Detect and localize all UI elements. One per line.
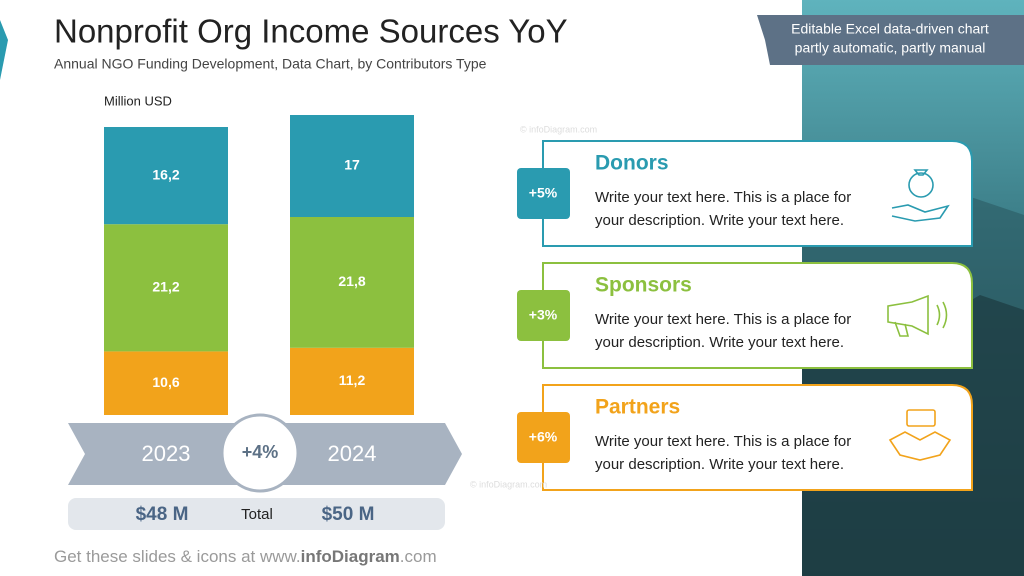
y-axis-label: Million USD xyxy=(104,93,172,108)
accent xyxy=(0,20,8,80)
value-label: 16,2 xyxy=(152,166,179,182)
total-label: Total xyxy=(241,506,273,523)
footer: Get these slides & icons at www.infoDiag… xyxy=(54,547,437,566)
sponsor-icon xyxy=(887,294,948,337)
card-text: your description. Write your text here. xyxy=(595,334,844,351)
value-label: 10,6 xyxy=(152,374,179,390)
watermark: © infoDiagram.com xyxy=(520,124,597,134)
change-tag-label: +5% xyxy=(529,185,558,201)
banner-text: partly automatic, partly manual xyxy=(795,40,986,56)
card-text: Write your text here. This is a place fo… xyxy=(595,433,851,450)
total-value: $50 M xyxy=(322,504,375,525)
card-border xyxy=(542,384,973,491)
value-label: 17 xyxy=(344,157,360,173)
card-title: Donors xyxy=(595,152,669,175)
card-border xyxy=(542,140,973,247)
change-label: +4% xyxy=(242,442,279,462)
banner-text: Editable Excel data-driven chart xyxy=(791,21,989,37)
chart-subtitle: Annual NGO Funding Development, Data Cha… xyxy=(54,56,487,72)
bar-segment xyxy=(290,115,414,217)
card-text: Write your text here. This is a place fo… xyxy=(595,311,851,328)
card-title: Sponsors xyxy=(595,274,692,297)
donor-icon xyxy=(891,169,950,222)
chart-title: Nonprofit Org Income Sources YoY xyxy=(54,13,568,50)
x-tick-label: 2024 xyxy=(328,441,377,466)
change-tag xyxy=(517,290,570,341)
bar-segment xyxy=(104,127,228,225)
card-text: Write your text here. This is a place fo… xyxy=(595,189,851,206)
change-tag-label: +3% xyxy=(529,307,558,323)
card-border xyxy=(542,262,973,369)
card-text: your description. Write your text here. xyxy=(595,456,844,473)
bar-segment xyxy=(104,224,228,352)
value-label: 21,8 xyxy=(338,273,365,289)
change-circle xyxy=(220,413,300,493)
total-value: $48 M xyxy=(136,504,189,525)
card-text: your description. Write your text here. xyxy=(595,212,844,229)
bar-segment xyxy=(290,217,414,348)
x-tick-label: 2023 xyxy=(142,441,191,466)
partner-icon xyxy=(888,409,952,461)
total-row xyxy=(68,498,445,530)
change-tag-label: +6% xyxy=(529,429,558,445)
change-tag xyxy=(517,412,570,463)
value-label: 21,2 xyxy=(152,279,179,295)
card-title: Partners xyxy=(595,396,680,419)
change-tag xyxy=(517,168,570,219)
bar-segment xyxy=(104,351,228,415)
watermark: © infoDiagram.com xyxy=(470,479,547,489)
value-label: 11,2 xyxy=(339,372,366,388)
bar-segment xyxy=(290,347,414,415)
banner-bg xyxy=(757,15,1024,65)
